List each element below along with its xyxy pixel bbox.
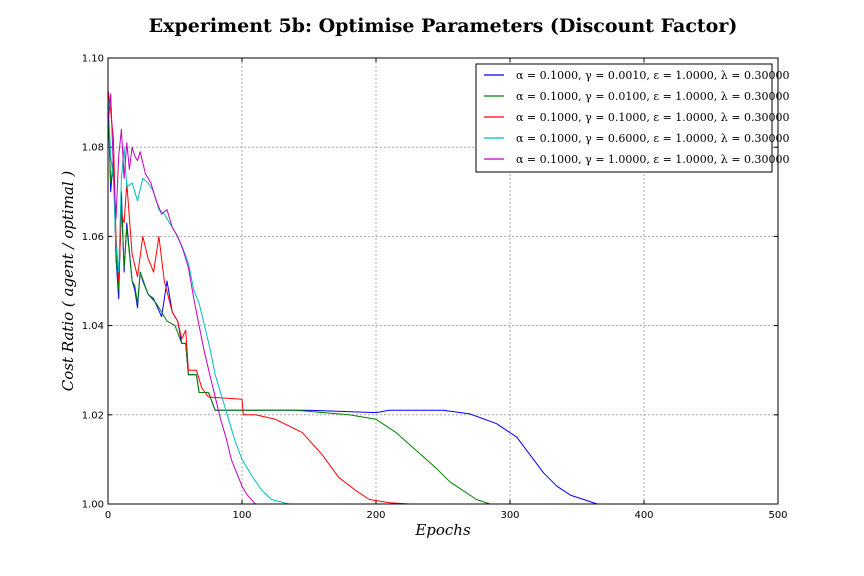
- y-axis-label: Cost Ratio ( agent / optimal ): [59, 171, 77, 392]
- legend-label-5: α = 0.1000, γ = 1.0000, ε = 1.0000, λ = …: [516, 153, 789, 166]
- x-tick-label: 400: [634, 510, 653, 521]
- y-tick-label: 1.02: [82, 410, 104, 421]
- x-tick-label: 500: [768, 510, 787, 521]
- series-line-2: [107, 102, 778, 505]
- legend-label-1: α = 0.1000, γ = 0.0010, ε = 1.0000, λ = …: [516, 69, 789, 82]
- x-tick-label: 100: [232, 510, 251, 521]
- chart-title: Experiment 5b: Optimise Parameters (Disc…: [149, 15, 738, 37]
- legend-label-4: α = 0.1000, γ = 0.6000, ε = 1.0000, λ = …: [516, 132, 789, 145]
- legend-box: [475, 63, 773, 173]
- x-tick-label: 0: [105, 510, 111, 521]
- y-tick-label: 1.00: [82, 500, 104, 511]
- series-lines: [107, 89, 778, 505]
- x-tick-label: 300: [500, 510, 519, 521]
- plot-frame: [107, 57, 779, 505]
- x-tick-label: 200: [366, 510, 385, 521]
- series-line-3: [107, 89, 778, 505]
- series-line-5: [107, 93, 778, 505]
- y-ticks: 1.00 1.02 1.04 1.06 1.08 1.10: [82, 54, 778, 511]
- legend-label-2: α = 0.1000, γ = 0.0100, ε = 1.0000, λ = …: [516, 90, 789, 103]
- y-tick-label: 1.04: [82, 321, 104, 332]
- y-tick-label: 1.10: [82, 54, 104, 65]
- legend-label-3: α = 0.1000, γ = 0.1000, ε = 1.0000, λ = …: [516, 111, 789, 124]
- x-axis-label: Epochs: [414, 521, 471, 539]
- y-tick-label: 1.08: [82, 143, 104, 154]
- y-tick-label: 1.06: [82, 232, 104, 243]
- legend: α = 0.1000, γ = 0.0010, ε = 1.0000, λ = …: [475, 63, 789, 173]
